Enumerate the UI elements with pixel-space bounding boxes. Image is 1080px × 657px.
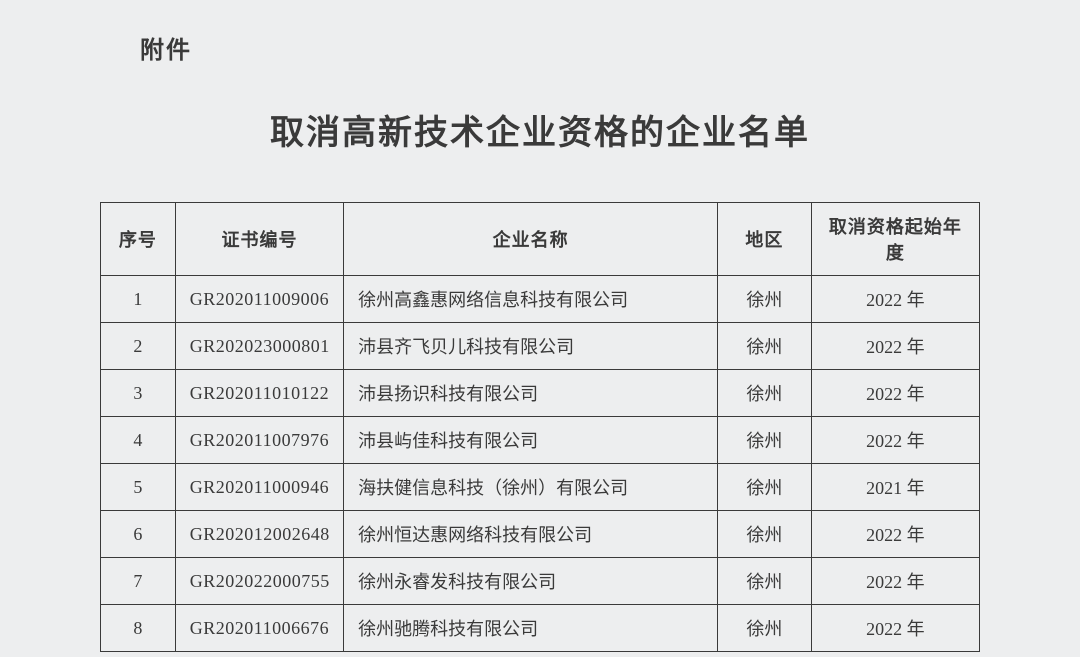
cell-cert: GR202023000801 bbox=[175, 323, 343, 370]
col-header-cert: 证书编号 bbox=[175, 203, 343, 276]
cell-index: 7 bbox=[101, 558, 176, 605]
company-table: 序号 证书编号 企业名称 地区 取消资格起始年度 1GR202011009006… bbox=[100, 202, 980, 652]
cell-name: 沛县扬识科技有限公司 bbox=[344, 370, 718, 417]
cell-index: 3 bbox=[101, 370, 176, 417]
cell-year: 2022 年 bbox=[811, 276, 979, 323]
col-header-name: 企业名称 bbox=[344, 203, 718, 276]
col-header-index: 序号 bbox=[101, 203, 176, 276]
cell-name: 徐州驰腾科技有限公司 bbox=[344, 605, 718, 652]
cell-name: 徐州高鑫惠网络信息科技有限公司 bbox=[344, 276, 718, 323]
cell-name: 沛县齐飞贝儿科技有限公司 bbox=[344, 323, 718, 370]
cell-year: 2022 年 bbox=[811, 511, 979, 558]
cell-cert: GR202011006676 bbox=[175, 605, 343, 652]
table-row: 4GR202011007976沛县屿佳科技有限公司徐州2022 年 bbox=[101, 417, 980, 464]
cell-region: 徐州 bbox=[718, 417, 812, 464]
table-body: 1GR202011009006徐州高鑫惠网络信息科技有限公司徐州2022 年2G… bbox=[101, 276, 980, 652]
page-title: 取消高新技术企业资格的企业名单 bbox=[100, 105, 980, 154]
table-row: 8GR202011006676徐州驰腾科技有限公司徐州2022 年 bbox=[101, 605, 980, 652]
cell-name: 沛县屿佳科技有限公司 bbox=[344, 417, 718, 464]
cell-year: 2022 年 bbox=[811, 323, 979, 370]
cell-cert: GR202011000946 bbox=[175, 464, 343, 511]
cell-cert: GR202012002648 bbox=[175, 511, 343, 558]
cell-year: 2022 年 bbox=[811, 605, 979, 652]
cell-year: 2022 年 bbox=[811, 370, 979, 417]
table-row: 1GR202011009006徐州高鑫惠网络信息科技有限公司徐州2022 年 bbox=[101, 276, 980, 323]
cell-name: 徐州恒达惠网络科技有限公司 bbox=[344, 511, 718, 558]
cell-name: 徐州永睿发科技有限公司 bbox=[344, 558, 718, 605]
cell-index: 2 bbox=[101, 323, 176, 370]
cell-name: 海扶健信息科技（徐州）有限公司 bbox=[344, 464, 718, 511]
table-row: 7GR202022000755徐州永睿发科技有限公司徐州2022 年 bbox=[101, 558, 980, 605]
col-header-year: 取消资格起始年度 bbox=[811, 203, 979, 276]
cell-year: 2021 年 bbox=[811, 464, 979, 511]
table-row: 2GR202023000801沛县齐飞贝儿科技有限公司徐州2022 年 bbox=[101, 323, 980, 370]
cell-index: 5 bbox=[101, 464, 176, 511]
table-header-row: 序号 证书编号 企业名称 地区 取消资格起始年度 bbox=[101, 203, 980, 276]
cell-region: 徐州 bbox=[718, 511, 812, 558]
cell-cert: GR202011009006 bbox=[175, 276, 343, 323]
cell-index: 8 bbox=[101, 605, 176, 652]
cell-cert: GR202011010122 bbox=[175, 370, 343, 417]
cell-region: 徐州 bbox=[718, 370, 812, 417]
cell-cert: GR202011007976 bbox=[175, 417, 343, 464]
cell-region: 徐州 bbox=[718, 276, 812, 323]
table-row: 5GR202011000946海扶健信息科技（徐州）有限公司徐州2021 年 bbox=[101, 464, 980, 511]
table-row: 3GR202011010122沛县扬识科技有限公司徐州2022 年 bbox=[101, 370, 980, 417]
cell-region: 徐州 bbox=[718, 464, 812, 511]
attachment-label: 附件 bbox=[140, 30, 980, 65]
cell-index: 6 bbox=[101, 511, 176, 558]
cell-cert: GR202022000755 bbox=[175, 558, 343, 605]
col-header-region: 地区 bbox=[718, 203, 812, 276]
cell-index: 4 bbox=[101, 417, 176, 464]
cell-region: 徐州 bbox=[718, 605, 812, 652]
cell-year: 2022 年 bbox=[811, 417, 979, 464]
cell-region: 徐州 bbox=[718, 323, 812, 370]
cell-year: 2022 年 bbox=[811, 558, 979, 605]
cell-index: 1 bbox=[101, 276, 176, 323]
table-row: 6GR202012002648徐州恒达惠网络科技有限公司徐州2022 年 bbox=[101, 511, 980, 558]
cell-region: 徐州 bbox=[718, 558, 812, 605]
